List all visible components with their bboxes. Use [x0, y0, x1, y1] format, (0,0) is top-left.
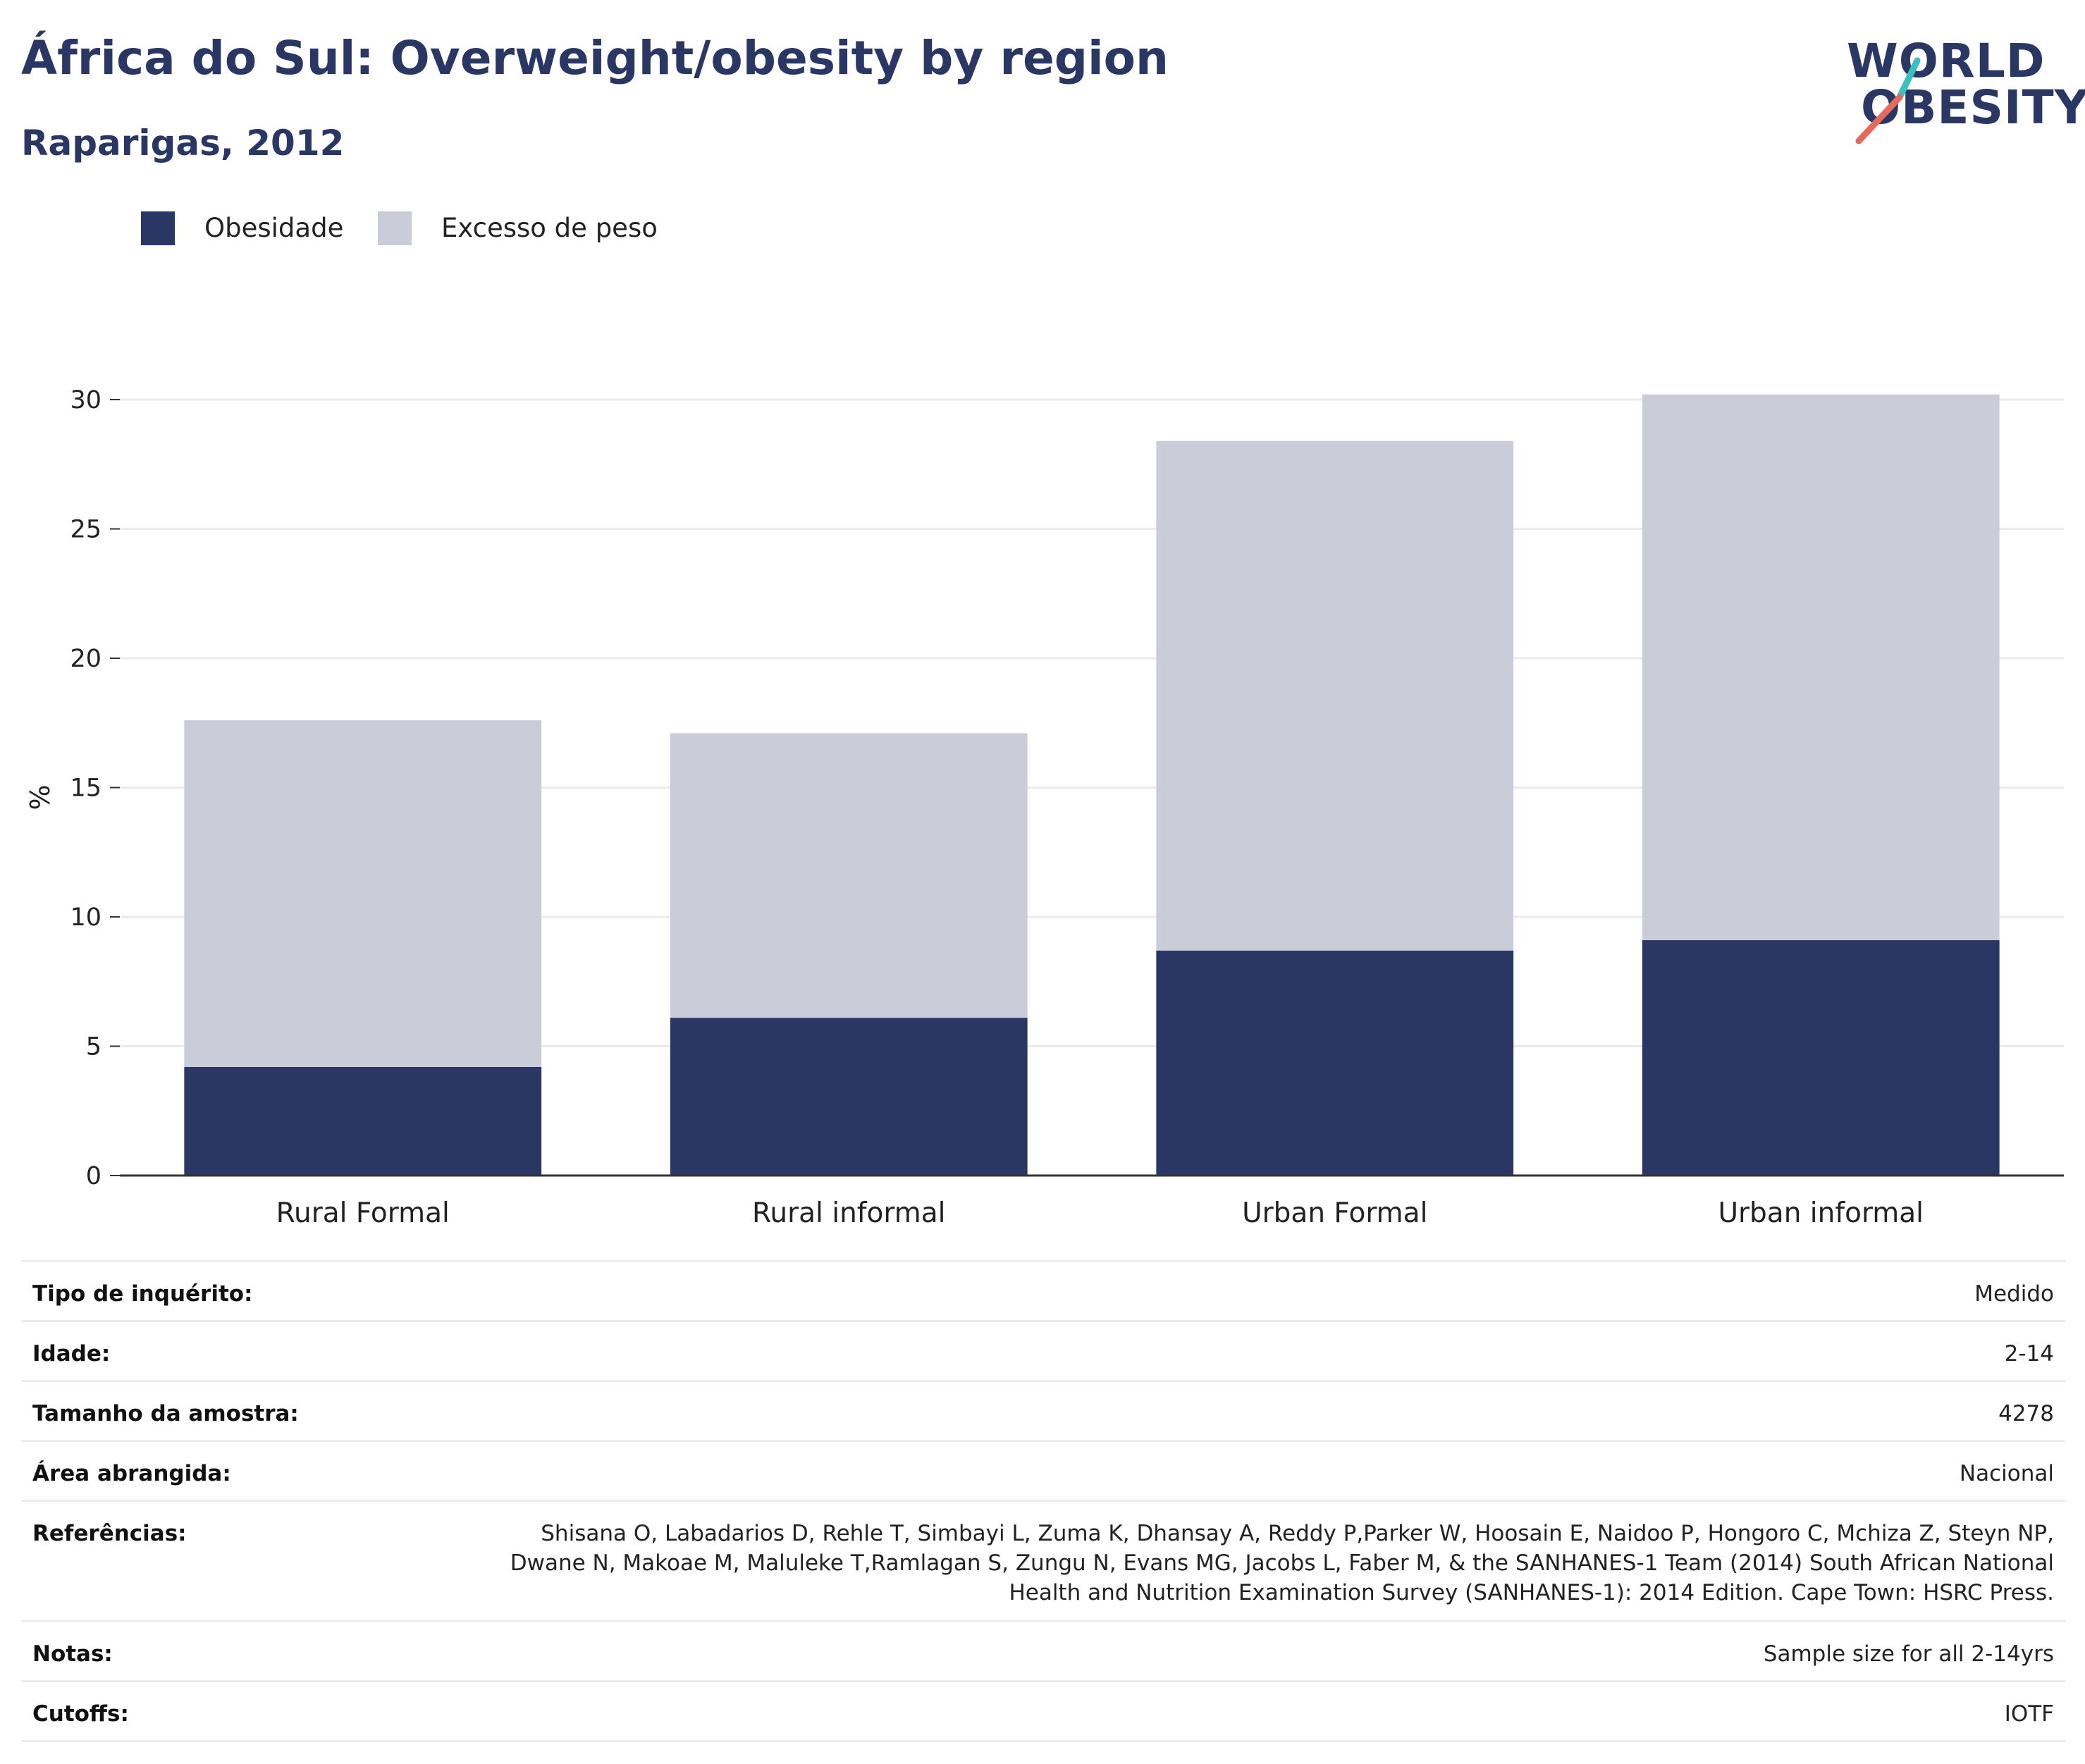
info-key: Tamanho da amostra: [32, 1401, 299, 1426]
info-value: Sample size for all 2-14yrs [1763, 1641, 2054, 1667]
chart-title: África do Sul: Overweight/obesity by reg… [21, 31, 1169, 85]
info-row: Cutoffs: IOTF [21, 1680, 2065, 1742]
info-key: Idade: [32, 1341, 111, 1367]
bar-obesity-urban-formal [1156, 950, 1514, 1176]
x-tick-label-urban-informal: Urban informal [1718, 1197, 1924, 1226]
info-value: Nacional [1959, 1461, 2054, 1486]
bar-obesity-urban-informal [1642, 940, 2000, 1176]
info-row: Tamanho da amostra: 4278 [21, 1380, 2065, 1440]
x-tick-label-rural-formal: Rural Formal [276, 1197, 450, 1226]
logo-line-1: WORLD [1847, 34, 2046, 88]
info-value: 4278 [1998, 1401, 2054, 1426]
legend-label-overweight: Excesso de peso [441, 213, 658, 243]
y-tick-label-20: 20 [70, 645, 102, 673]
info-row: Tipo de inquérito: Medido [21, 1260, 2065, 1320]
info-key: Notas: [32, 1641, 113, 1667]
info-key: Referências: [32, 1521, 187, 1546]
y-tick-label-5: 5 [86, 1033, 102, 1061]
bar-chart: 0 5 10 15 20 25 30% Rural Formal Rural informal U… [25, 386, 2064, 1226]
legend-swatch-obesity [141, 211, 175, 245]
info-value: IOTF [2004, 1701, 2054, 1727]
bar-overweight-rural-formal [184, 720, 542, 1067]
y-axis-label: % [25, 784, 56, 810]
y-tick-label-25: 25 [70, 516, 102, 544]
survey-info-table: Tipo de inquérito: Medido Idade: 2-14 Tamanh… [21, 1260, 2065, 1742]
info-value: Medido [1974, 1281, 2054, 1307]
info-key: Tipo de inquérito: [32, 1281, 253, 1307]
bar-obesity-rural-formal [184, 1066, 542, 1176]
legend-swatch-overweight [378, 211, 412, 245]
info-row: Área abrangida: Nacional [21, 1440, 2065, 1500]
info-value: 2-14 [2004, 1341, 2054, 1367]
info-key: Cutoffs: [32, 1701, 129, 1727]
info-row: Idade: 2-14 [21, 1320, 2065, 1380]
legend-label-obesity: Obesidade [204, 213, 344, 243]
info-value: Shisana O, Labadarios D, Rehle T, Simbay… [510, 1521, 2054, 1605]
logo-slash-icon [1855, 57, 1921, 144]
y-tick-label-30: 30 [70, 386, 102, 414]
y-tick-label-15: 15 [70, 775, 102, 803]
info-key: Área abrangida: [32, 1461, 231, 1486]
chart-subtitle: Raparigas, 2012 [21, 123, 345, 164]
x-tick-label-urban-formal: Urban Formal [1242, 1197, 1427, 1226]
info-row: Referências: Shisana O, Labadarios D, Reh… [21, 1500, 2065, 1620]
info-row: Notas: Sample size for all 2-14yrs [21, 1620, 2065, 1680]
x-tick-label-rural-informal: Rural informal [752, 1197, 945, 1226]
bar-obesity-rural-informal [670, 1018, 1028, 1176]
y-tick-label-0: 0 [86, 1162, 102, 1190]
bar-overweight-rural-informal [670, 733, 1028, 1018]
bar-overweight-urban-informal [1642, 394, 2000, 941]
y-tick-label-10: 10 [70, 903, 102, 932]
bar-overweight-urban-formal [1156, 440, 1514, 951]
logo-line-2: OBESITY [1861, 80, 2085, 135]
world-obesity-logo: WORLD OBESITY [1833, 21, 2085, 148]
